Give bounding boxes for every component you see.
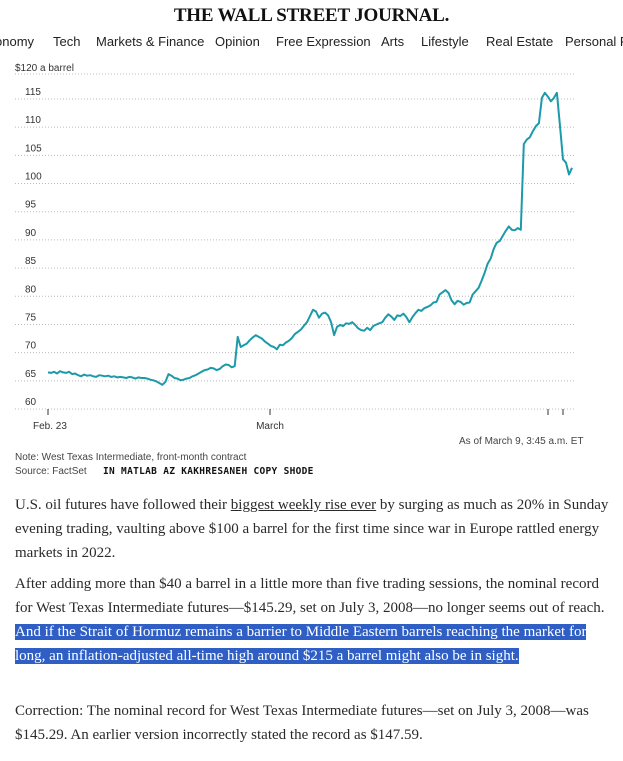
oil-price-chart: $120 a barrel 115 110 105 100 95 90 85 80 75 70 65 6…	[0, 58, 623, 453]
y-tick-label: 105	[25, 143, 42, 154]
p1-text: U.S. oil futures have followed their	[15, 497, 231, 513]
weekly-rise-link[interactable]: biggest weekly rise ever	[230, 497, 377, 513]
highlighted-selection[interactable]: And if the Strait of Hormuz remains a ba…	[15, 624, 587, 664]
y-tick-label: 80	[25, 284, 37, 295]
p2-text: After adding more than $40 a barrel in a…	[15, 576, 605, 616]
masthead-logo[interactable]: THE WALL STREET JOURNAL.	[173, 5, 450, 26]
x-tick-label: Feb. 23	[33, 421, 67, 432]
y-tick-label: 60	[25, 397, 37, 408]
section-nav: onomy Tech Markets & Finance Opinion Fre…	[0, 34, 623, 56]
chart-source: Source: FactSet	[15, 466, 87, 477]
nav-opinion[interactable]: Opinion	[215, 34, 260, 49]
y-tick-label: 100	[25, 172, 42, 183]
watermark-stamp: IN MATLAB AZ KAKHRESANEH COPY SHODE	[103, 466, 314, 477]
y-tick-label: 110	[25, 115, 41, 126]
article-paragraph-1: U.S. oil futures have followed their big…	[15, 493, 615, 565]
y-tick-label: 115	[25, 87, 41, 98]
article-paragraph-2: After adding more than $40 a barrel in a…	[15, 572, 615, 668]
chart-as-of: As of March 9, 3:45 a.m. ET	[459, 436, 584, 447]
nav-free-expression[interactable]: Free Expression	[276, 34, 371, 49]
y-tick-label: 85	[25, 256, 37, 267]
wti-price-line	[47, 91, 573, 386]
y-tick-label: 90	[25, 228, 37, 239]
y-axis-unit-label: $120 a barrel	[15, 63, 74, 74]
chart-svg: $120 a barrel 115 110 105 100 95 90 85 80 75 70 65 6…	[15, 63, 575, 432]
nav-arts[interactable]: Arts	[381, 34, 405, 49]
x-tick-label: March	[256, 421, 284, 432]
nav-economy[interactable]: onomy	[0, 34, 35, 49]
nav-lifestyle[interactable]: Lifestyle	[421, 34, 469, 49]
nav-markets-finance[interactable]: Markets & Finance	[96, 34, 205, 49]
article-correction: Correction: The nominal record for West …	[15, 699, 615, 747]
y-tick-label: 95	[25, 200, 37, 211]
y-tick-label: 65	[25, 369, 37, 380]
p1-text-end: by surging as much as 20% in Sunday even…	[15, 497, 609, 561]
correction-text: Correction: The nominal record for West …	[15, 703, 589, 743]
nav-personal-finance[interactable]: Personal F	[565, 34, 623, 49]
y-tick-label: 70	[25, 341, 37, 352]
y-tick-label: 75	[25, 312, 37, 323]
chart-note: Note: West Texas Intermediate, front-mon…	[15, 452, 247, 463]
nav-real-estate[interactable]: Real Estate	[486, 34, 554, 49]
nav-tech[interactable]: Tech	[53, 34, 81, 49]
